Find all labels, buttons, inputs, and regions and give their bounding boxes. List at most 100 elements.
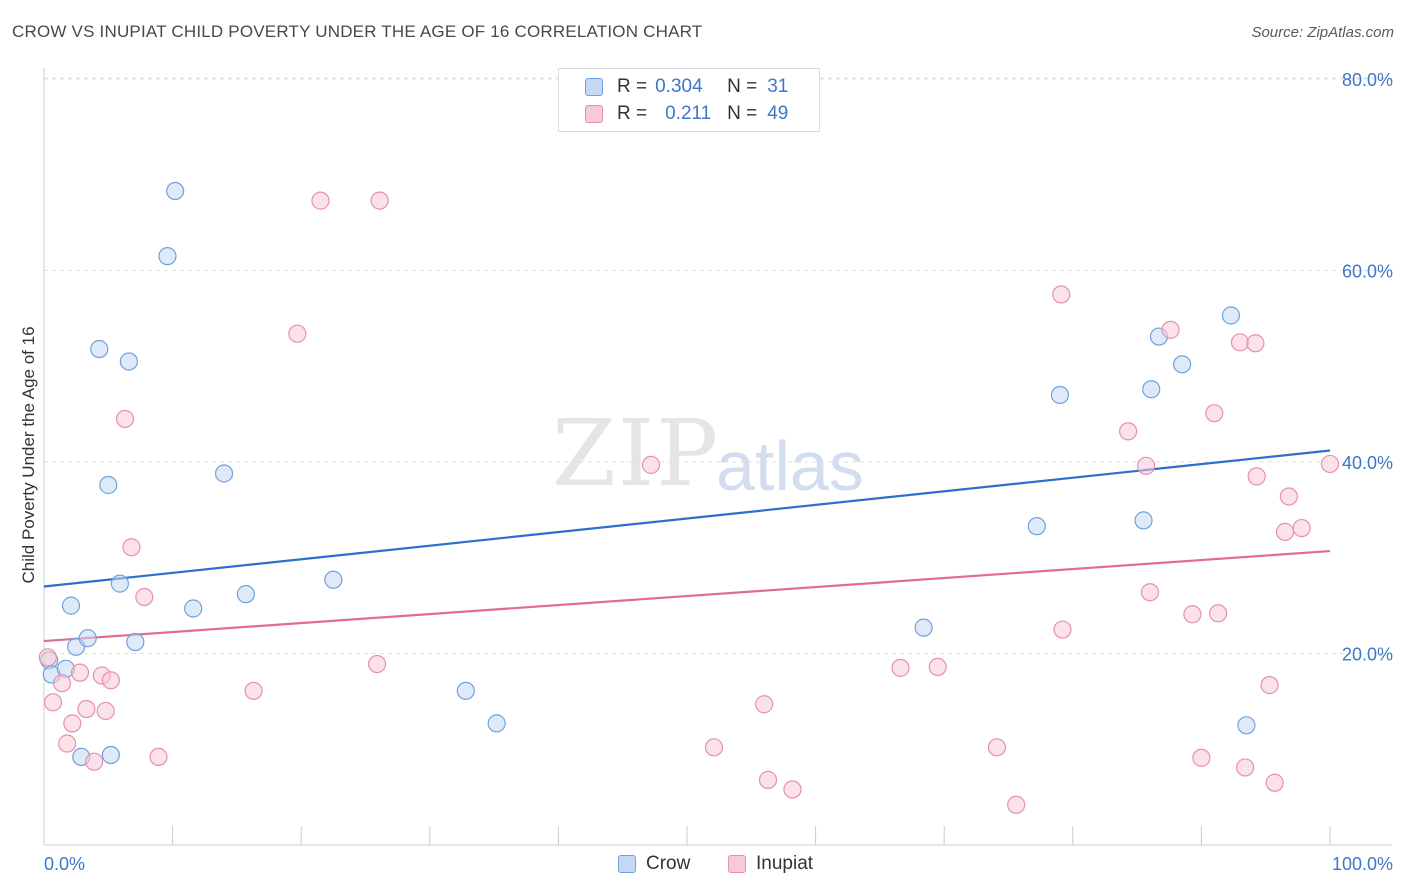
inupiat-r-label: R = xyxy=(617,103,648,124)
inupiat-point-46 xyxy=(1279,487,1298,506)
crow-point-7 xyxy=(90,339,109,359)
inupiat-point-1 xyxy=(43,693,63,712)
inupiat-point-25 xyxy=(891,658,910,677)
inupiat-point-24 xyxy=(783,780,802,799)
crow-point-13 xyxy=(158,247,177,266)
crow-point-20 xyxy=(487,714,506,733)
inupiat-point-47 xyxy=(1292,518,1311,538)
inupiat-point-30 xyxy=(1053,620,1072,639)
inupiat-point-33 xyxy=(1140,583,1160,602)
inupiat-point-31 xyxy=(1118,422,1138,441)
crow-point-22 xyxy=(1027,517,1046,536)
bottom-inupiat-label: Inupiat xyxy=(756,853,814,874)
inupiat-point-23 xyxy=(758,770,778,789)
inupiat-point-34 xyxy=(1161,320,1180,339)
inupiat-point-4 xyxy=(63,714,82,733)
crow-point-10 xyxy=(110,574,129,593)
crow-point-3 xyxy=(61,596,81,615)
crow-point-12 xyxy=(126,632,145,652)
inupiat-point-40 xyxy=(1236,758,1255,777)
crow-point-28 xyxy=(1221,306,1241,325)
inupiat-point-0 xyxy=(38,648,57,667)
inupiat-point-21 xyxy=(704,738,724,757)
watermark-zip: ZIP xyxy=(552,400,721,507)
chart-title: CROW VS INUPIAT CHILD POVERTY UNDER THE … xyxy=(12,22,703,41)
tick-labels: 20.0% 40.0% 60.0% 80.0% 0.0% 100.0% xyxy=(44,70,1393,874)
source-credit: Source: ZipAtlas.com xyxy=(1251,24,1394,41)
crow-point-24 xyxy=(1134,511,1153,530)
crow-r-label: R = xyxy=(617,76,648,97)
inupiat-point-32 xyxy=(1137,456,1156,475)
watermark-atlas: atlas xyxy=(716,427,864,505)
y-tick-label-20: 20.0% xyxy=(1342,645,1393,665)
inupiat-n-label: N = xyxy=(727,103,758,124)
x-tick-label-min: 0.0% xyxy=(44,854,85,874)
bottom-crow-swatch xyxy=(618,855,636,873)
inupiat-point-7 xyxy=(85,752,104,771)
inupiat-point-37 xyxy=(1205,404,1224,423)
inupiat-point-20 xyxy=(641,455,661,474)
inupiat-point-5 xyxy=(70,663,90,682)
bottom-legend-inupiat: Inupiat xyxy=(728,852,813,876)
crow-point-19 xyxy=(456,681,475,700)
correlation-legend: R = 0.304 N = 31 R = 0.211 N = 49 xyxy=(558,68,820,132)
inupiat-point-28 xyxy=(1007,795,1026,814)
crow-point-17 xyxy=(236,585,256,604)
inupiat-point-13 xyxy=(135,587,154,607)
crow-point-25 xyxy=(1142,380,1161,399)
inupiat-point-16 xyxy=(288,324,307,343)
crow-point-23 xyxy=(1050,385,1070,405)
inupiat-r-value: 0.211 xyxy=(665,103,712,124)
y-tick-label-60: 60.0% xyxy=(1342,262,1393,282)
x-tick-label-max: 100.0% xyxy=(1332,854,1393,874)
crow-point-21 xyxy=(914,618,933,637)
crow-point-29 xyxy=(1237,716,1256,735)
inupiat-point-36 xyxy=(1192,748,1211,767)
crow-point-6 xyxy=(78,629,97,648)
y-tick-label-80: 80.0% xyxy=(1342,70,1393,90)
data-points xyxy=(38,181,1340,814)
y-tick-label-40: 40.0% xyxy=(1342,453,1393,473)
inupiat-point-17 xyxy=(311,191,330,210)
inupiat-point-15 xyxy=(244,681,263,700)
trendlines xyxy=(43,449,1331,643)
legend-row-crow: R = 0.304 N = 31 xyxy=(585,75,788,99)
inupiat-point-10 xyxy=(101,671,120,690)
crow-point-15 xyxy=(184,599,203,618)
inupiat-point-9 xyxy=(96,701,115,721)
inupiat-point-14 xyxy=(149,747,168,767)
inupiat-n-value: 49 xyxy=(767,103,789,124)
inupiat-point-27 xyxy=(987,738,1007,757)
crow-point-8 xyxy=(99,475,118,495)
inupiat-point-42 xyxy=(1247,467,1266,486)
crow-point-11 xyxy=(119,352,138,371)
trendline-crow xyxy=(43,449,1331,588)
inupiat-point-12 xyxy=(122,538,141,557)
crow-n-label: N = xyxy=(727,76,758,97)
inupiat-point-22 xyxy=(755,695,774,714)
bottom-crow-label: Crow xyxy=(646,853,691,874)
inupiat-point-35 xyxy=(1183,605,1202,624)
crow-r-value: 0.304 xyxy=(655,76,703,97)
axes xyxy=(43,68,1392,846)
trendline-inupiat xyxy=(43,549,1331,643)
inupiat-point-29 xyxy=(1052,285,1071,304)
legend-row-inupiat: R = 0.211 N = 49 xyxy=(585,102,788,126)
crow-point-14 xyxy=(166,181,185,201)
inupiat-point-26 xyxy=(928,657,947,677)
crow-point-16 xyxy=(214,464,234,483)
crow-point-9 xyxy=(101,745,120,765)
inupiat-point-11 xyxy=(115,409,135,429)
bottom-legend-crow: Crow xyxy=(618,852,690,876)
inupiat-point-2 xyxy=(52,674,72,693)
inupiat-point-38 xyxy=(1209,604,1228,623)
inupiat-point-44 xyxy=(1265,773,1284,792)
inupiat-point-41 xyxy=(1246,334,1265,353)
inupiat-point-48 xyxy=(1320,454,1340,474)
crow-point-27 xyxy=(1173,355,1192,374)
crow-n-value: 31 xyxy=(767,76,789,97)
inupiat-point-19 xyxy=(370,191,389,210)
inupiat-point-39 xyxy=(1230,333,1250,352)
inupiat-point-6 xyxy=(77,699,96,719)
